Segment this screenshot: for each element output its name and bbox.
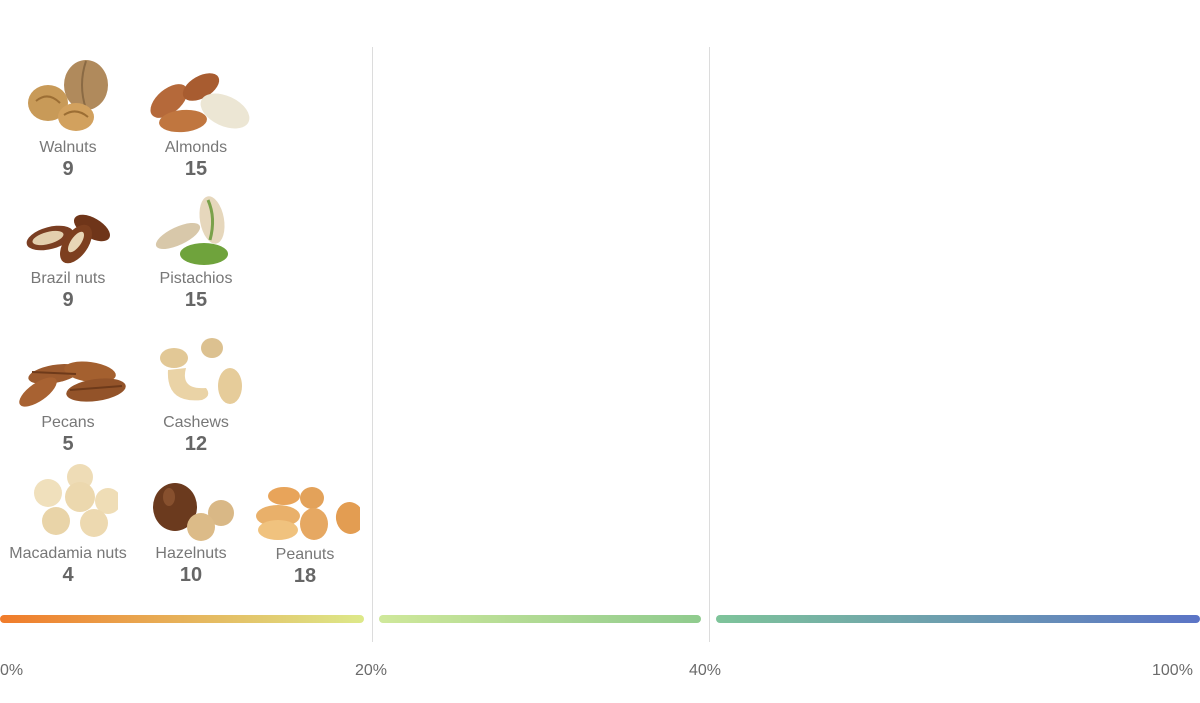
hazelnut-icon bbox=[153, 483, 234, 541]
nut-item-cashews: Cashews 12 bbox=[136, 334, 256, 456]
nut-item-peanuts: Peanuts 18 bbox=[250, 470, 360, 588]
nut-name: Pecans bbox=[41, 414, 95, 431]
brazil-nut-icon bbox=[26, 214, 111, 264]
nut-item-walnuts: Walnuts 9 bbox=[8, 55, 128, 181]
nut-item-almonds: Almonds 15 bbox=[136, 55, 256, 181]
nut-item-macadamia-nuts: Macadamia nuts 4 bbox=[8, 463, 128, 587]
nut-item-brazil-nuts: Brazil nuts 9 bbox=[8, 194, 128, 312]
nut-name: Macadamia nuts bbox=[9, 545, 127, 562]
nut-value: 18 bbox=[293, 565, 317, 587]
nut-value: 9 bbox=[62, 158, 74, 180]
nut-value: 15 bbox=[184, 158, 208, 180]
walnut-icon bbox=[28, 60, 108, 131]
nut-name: Pistachios bbox=[159, 270, 233, 287]
cashew-icon bbox=[160, 338, 242, 404]
nut-item-pistachios: Pistachios 15 bbox=[136, 194, 256, 312]
tick-label-40: 40% bbox=[689, 662, 722, 679]
pecan-icon bbox=[19, 361, 126, 407]
almond-icon bbox=[150, 73, 250, 133]
peanut-icon bbox=[256, 487, 360, 540]
nut-name: Hazelnuts bbox=[155, 545, 227, 562]
nut-name: Cashews bbox=[163, 414, 229, 431]
nut-value: 15 bbox=[184, 289, 208, 311]
macadamia-icon bbox=[34, 464, 118, 537]
tick-label-0: 0% bbox=[0, 662, 24, 679]
pistachio-icon bbox=[155, 196, 228, 265]
nut-name: Brazil nuts bbox=[30, 270, 106, 287]
nut-value: 4 bbox=[62, 564, 74, 586]
nut-name: Peanuts bbox=[275, 546, 335, 563]
nut-value: 5 bbox=[62, 433, 74, 455]
nut-name: Almonds bbox=[164, 139, 228, 156]
nut-value: 9 bbox=[62, 289, 74, 311]
divider-40 bbox=[709, 47, 710, 642]
nut-item-pecans: Pecans 5 bbox=[8, 334, 128, 456]
tick-label-20: 20% bbox=[355, 662, 388, 679]
nut-name: Walnuts bbox=[39, 139, 97, 156]
nut-value: 10 bbox=[179, 564, 203, 586]
scale-segment-0-20 bbox=[0, 615, 364, 623]
nut-value: 12 bbox=[184, 433, 208, 455]
scale-segment-20-40 bbox=[379, 615, 701, 623]
scale-segment-40-100 bbox=[716, 615, 1200, 623]
divider-20 bbox=[372, 47, 373, 642]
nut-item-hazelnuts: Hazelnuts 10 bbox=[136, 463, 246, 587]
tick-label-100: 100% bbox=[1152, 662, 1193, 679]
